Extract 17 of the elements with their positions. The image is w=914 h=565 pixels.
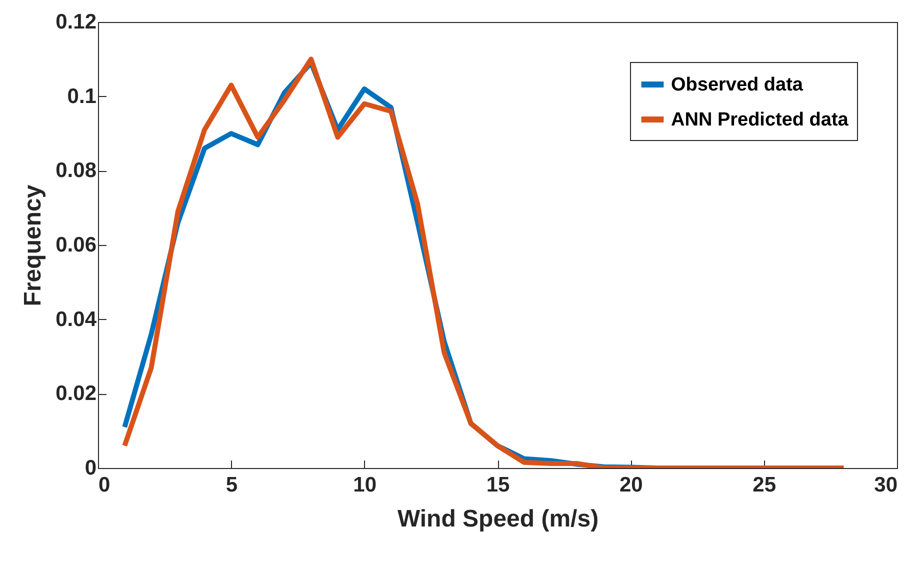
y-tick-label: 0.1 [67, 84, 97, 108]
legend-label: Observed data [671, 74, 804, 96]
x-tick-label: 15 [486, 474, 510, 496]
x-tick-label: 20 [619, 474, 643, 496]
y-tick-label: 0 [84, 456, 96, 480]
y-tick-label: 0.04 [56, 308, 97, 331]
x-tick-label: 25 [752, 474, 776, 496]
x-tick-label: 30 [874, 474, 898, 496]
y-tick-label: 0.08 [56, 159, 97, 182]
x-axis-title: Wind Speed (m/s) [397, 506, 599, 532]
x-tick-label: 10 [353, 474, 377, 496]
y-axis-title: Frequency [20, 184, 47, 306]
legend-label: ANN Predicted data [671, 110, 849, 130]
y-tick-label: 0.06 [56, 234, 96, 256]
y-tick-label: 0.02 [56, 382, 96, 406]
x-tick-label: 5 [226, 474, 238, 496]
y-tick-label: 0.12 [56, 10, 96, 34]
